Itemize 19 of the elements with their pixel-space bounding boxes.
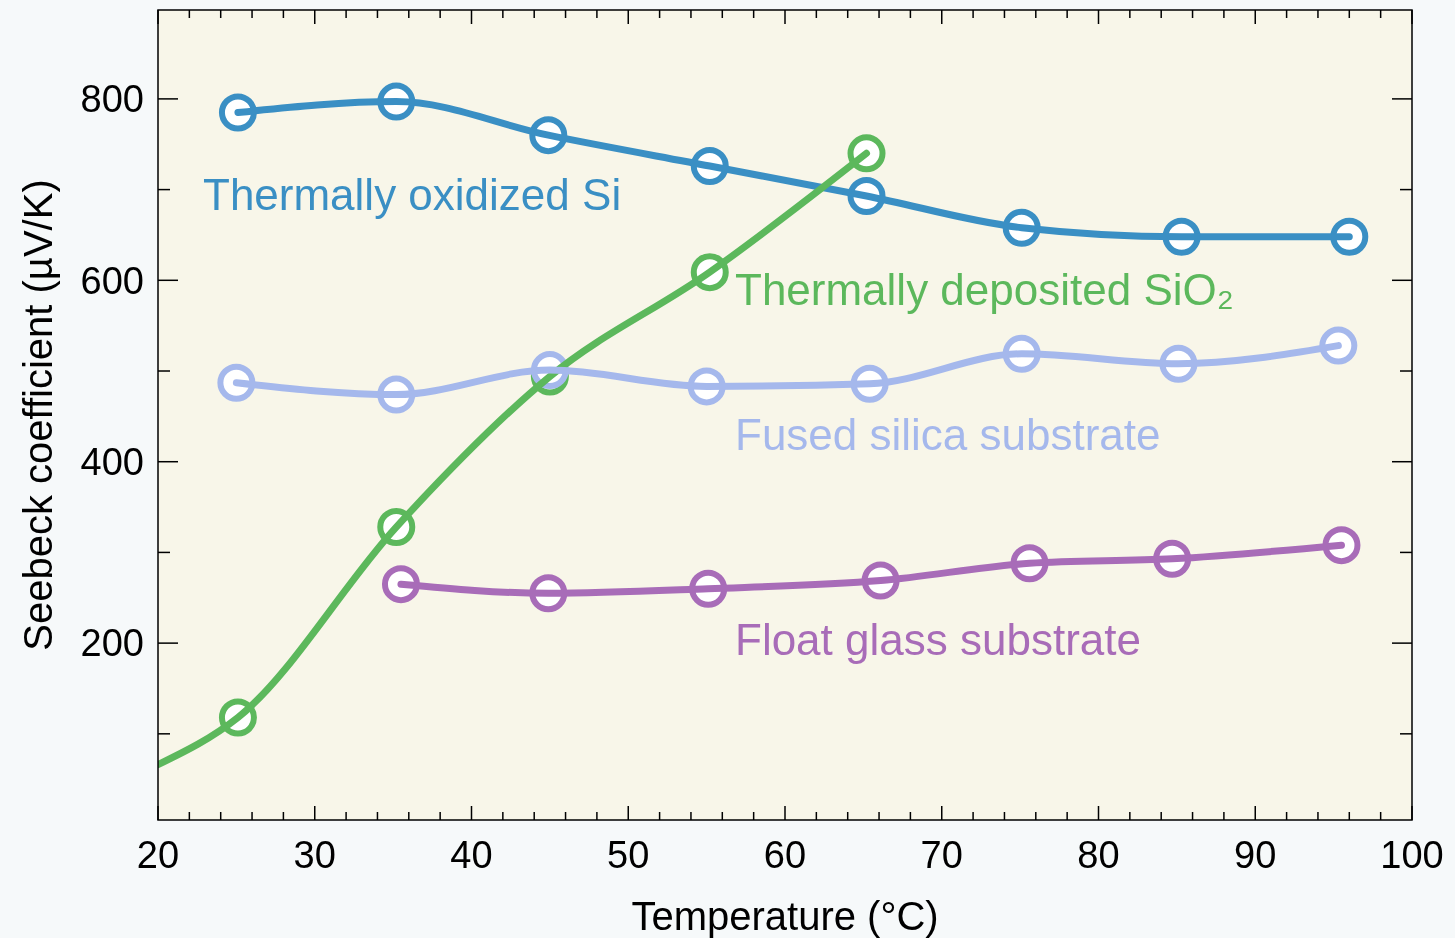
x-tick-label: 90: [1234, 834, 1277, 876]
x-tick-label: 80: [1077, 834, 1120, 876]
y-tick-label: 800: [80, 78, 144, 121]
x-tick-label: 50: [607, 834, 650, 876]
x-tick-label: 60: [763, 834, 807, 876]
x-tick-label: 40: [450, 834, 493, 876]
x-tick-label: 30: [293, 834, 336, 876]
y-tick-label: 200: [80, 622, 144, 665]
series-label: Thermally deposited SiO₂: [735, 265, 1234, 315]
x-tick-label: 70: [920, 834, 963, 876]
series-label: Thermally oxidized Si: [203, 170, 622, 220]
x-tick-label: 100: [1380, 834, 1444, 876]
y-tick-label: 400: [80, 441, 144, 484]
y-axis-title: Seebeck coefficient (µV/K): [16, 179, 60, 651]
y-tick-label: 600: [80, 259, 144, 302]
x-axis-title: Temperature (°C): [631, 894, 939, 938]
series-label: Fused silica substrate: [735, 410, 1161, 460]
x-tick-label: 20: [136, 834, 180, 876]
series-label: Float glass substrate: [735, 615, 1141, 665]
